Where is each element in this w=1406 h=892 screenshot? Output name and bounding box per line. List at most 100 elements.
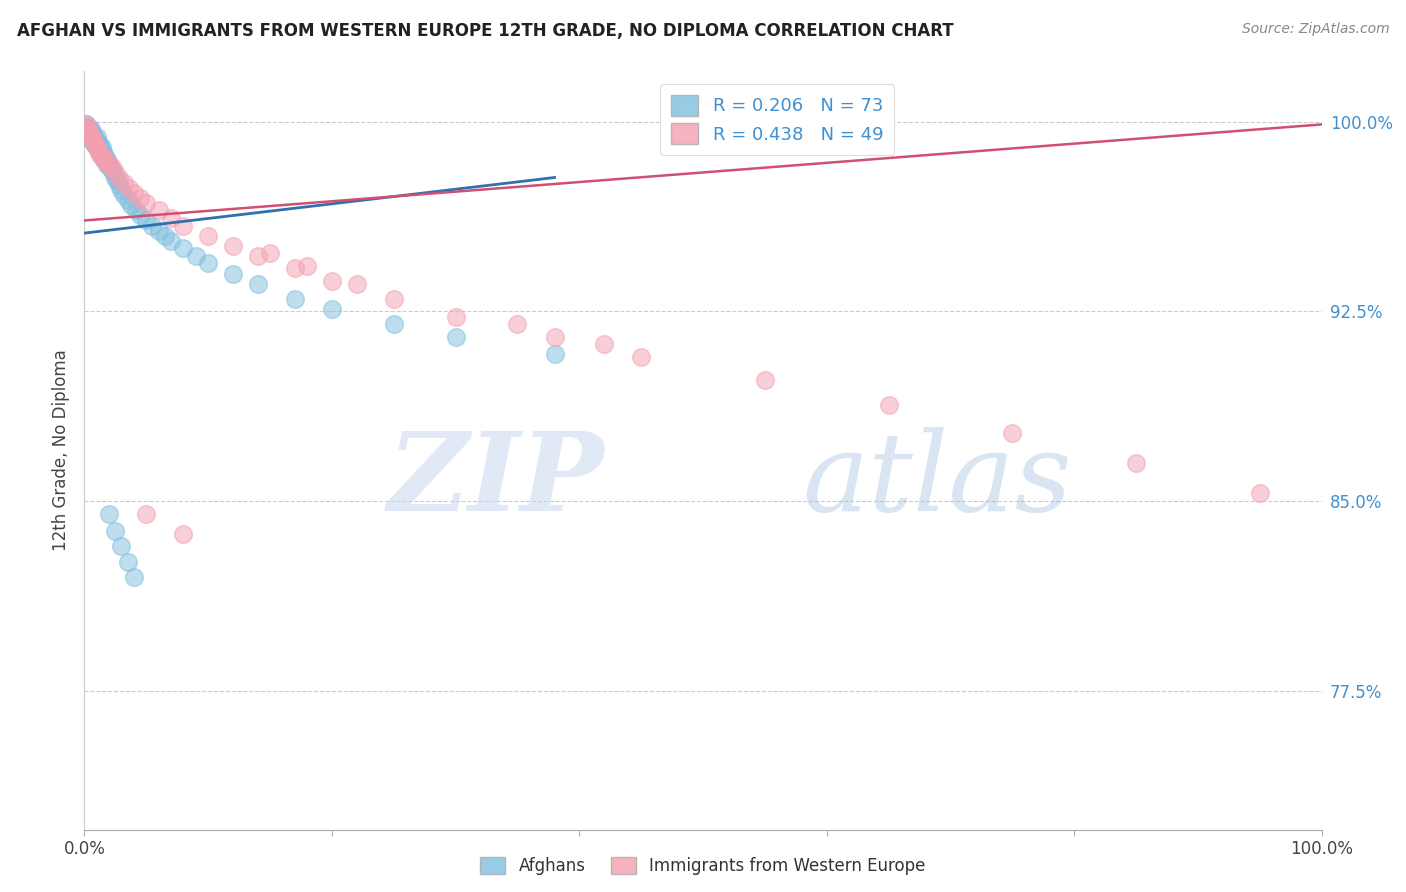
Point — [222, 267, 245, 281]
Point — [172, 219, 194, 233]
Point — [79, 125, 101, 139]
Point — [94, 150, 117, 164]
Point — [129, 208, 152, 222]
Point — [93, 153, 115, 167]
Point — [100, 162, 122, 177]
Point — [93, 147, 115, 162]
Point — [593, 337, 616, 351]
Point — [135, 507, 157, 521]
Point — [89, 145, 111, 160]
Point — [506, 317, 529, 331]
Point — [112, 188, 135, 202]
Point — [75, 117, 97, 131]
Point — [80, 130, 103, 145]
Point — [83, 130, 105, 145]
Point — [76, 120, 98, 134]
Point — [80, 130, 103, 145]
Point — [76, 120, 98, 134]
Point — [160, 234, 183, 248]
Text: ZIP: ZIP — [388, 427, 605, 534]
Point — [120, 198, 142, 212]
Point — [105, 173, 128, 187]
Point — [754, 373, 776, 387]
Legend: Afghans, Immigrants from Western Europe: Afghans, Immigrants from Western Europe — [472, 849, 934, 884]
Point — [148, 203, 170, 218]
Point — [122, 186, 145, 200]
Point — [87, 135, 110, 149]
Point — [89, 147, 111, 162]
Point — [87, 140, 110, 154]
Point — [110, 183, 132, 197]
Point — [321, 301, 343, 316]
Point — [117, 555, 139, 569]
Point — [89, 145, 111, 160]
Point — [75, 117, 97, 131]
Point — [90, 147, 112, 162]
Point — [101, 165, 124, 179]
Point — [86, 130, 108, 145]
Point — [86, 140, 108, 154]
Point — [110, 540, 132, 554]
Point — [80, 125, 103, 139]
Point — [630, 350, 652, 364]
Point — [83, 135, 105, 149]
Point — [87, 143, 110, 157]
Point — [197, 256, 219, 270]
Point — [246, 277, 269, 291]
Point — [1125, 456, 1147, 470]
Point — [295, 259, 318, 273]
Point — [543, 347, 565, 361]
Point — [117, 194, 139, 208]
Text: AFGHAN VS IMMIGRANTS FROM WESTERN EUROPE 12TH GRADE, NO DIPLOMA CORRELATION CHAR: AFGHAN VS IMMIGRANTS FROM WESTERN EUROPE… — [17, 22, 953, 40]
Point — [382, 292, 405, 306]
Point — [96, 153, 118, 167]
Point — [97, 155, 120, 169]
Point — [104, 165, 127, 179]
Point — [444, 310, 467, 324]
Point — [79, 128, 101, 142]
Point — [86, 140, 108, 154]
Point — [118, 180, 141, 194]
Point — [86, 135, 108, 149]
Point — [108, 170, 131, 185]
Point — [98, 158, 121, 172]
Point — [125, 203, 148, 218]
Point — [77, 120, 100, 134]
Point — [79, 122, 101, 136]
Point — [148, 224, 170, 238]
Point — [1249, 486, 1271, 500]
Point — [79, 130, 101, 145]
Point — [108, 178, 131, 192]
Point — [79, 122, 101, 136]
Point — [444, 329, 467, 343]
Point — [160, 211, 183, 225]
Point — [82, 128, 104, 142]
Point — [96, 155, 118, 169]
Point — [79, 128, 101, 142]
Point — [77, 122, 100, 136]
Point — [172, 526, 194, 541]
Point — [222, 238, 245, 252]
Point — [79, 125, 101, 139]
Point — [112, 176, 135, 190]
Text: atlas: atlas — [801, 427, 1071, 534]
Point — [141, 219, 163, 233]
Point — [382, 317, 405, 331]
Point — [79, 132, 101, 146]
Point — [77, 128, 100, 142]
Point — [284, 292, 307, 306]
Point — [153, 228, 176, 243]
Point — [172, 241, 194, 255]
Point — [122, 570, 145, 584]
Point — [84, 137, 107, 152]
Point — [91, 150, 114, 164]
Point — [77, 125, 100, 139]
Point — [184, 249, 207, 263]
Point — [91, 150, 114, 164]
Point — [98, 158, 121, 172]
Point — [82, 132, 104, 146]
Point — [321, 274, 343, 288]
Point — [96, 158, 118, 172]
Point — [98, 507, 121, 521]
Point — [346, 277, 368, 291]
